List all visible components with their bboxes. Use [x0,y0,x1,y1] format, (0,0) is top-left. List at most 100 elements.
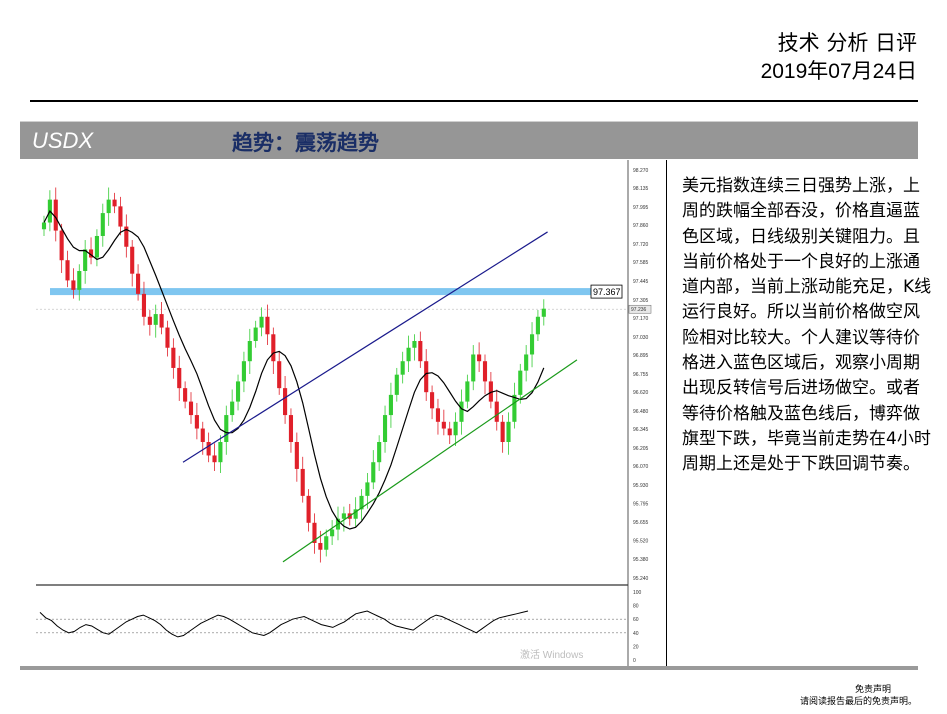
y-tick-label: 97.585 [633,260,649,266]
candle-body [271,334,276,362]
candle-body [394,374,399,395]
footer-divider [20,666,918,670]
header-divider [30,100,918,102]
candle-body [477,354,482,362]
rsi-tick-label: 60 [633,617,639,623]
candle-body [94,235,99,258]
candle-body [283,388,288,416]
candle-body [306,495,311,523]
rsi-tick-label: 20 [633,644,639,650]
candle-body [59,230,64,261]
candle-body [241,361,246,382]
y-tick-label: 95.520 [633,538,649,544]
resistance-zone [50,288,610,296]
section-band: USDX 趋势：震荡趋势 [20,121,918,159]
candle-body [524,354,529,371]
candle-body [488,381,493,402]
y-tick-label: 96.480 [633,409,649,415]
candle-body [412,341,417,348]
candle-body [371,462,376,483]
y-tick-label: 95.655 [633,520,649,526]
lower-channel-line [282,359,578,563]
candle-body [471,354,476,382]
candle-body [330,529,335,537]
candle-body [447,428,452,436]
y-tick-label: 97.030 [633,335,649,341]
candle-body [318,542,323,550]
candle-body [183,388,188,402]
y-tick-label: 95.380 [633,557,649,563]
candle-body [359,495,364,510]
candle-body [159,314,164,328]
y-tick-label: 95.240 [633,576,649,582]
y-tick-label: 96.755 [633,372,649,378]
candle-body [388,394,393,416]
candle-body [171,347,176,368]
trend-label: 趋势：震荡趋势 [232,130,379,155]
candle-body [177,367,182,389]
candle-body [71,280,76,290]
candle-body [453,421,458,436]
candle-body [430,392,435,409]
windows-watermark: 激活 Windows [520,648,583,661]
candle-body [88,249,94,258]
candle-body [441,421,446,429]
candle-body [235,381,241,402]
candle-body [459,401,464,422]
candle-body [212,455,217,463]
y-tick-label: 97.305 [633,298,649,304]
candle-body [218,442,223,463]
candle-body [188,401,194,416]
candle-body [541,308,546,317]
y-tick-label: 96.070 [633,464,649,470]
candle-body [435,408,441,422]
candle-body [494,401,499,422]
column-divider [666,160,667,667]
rsi-tick-label: 100 [633,590,642,596]
candle-body [147,316,152,325]
candle-body [400,361,405,375]
y-tick-label: 97.995 [633,205,649,211]
candle-body [265,316,270,335]
moving-average-line [43,210,545,530]
candle-body [482,361,488,382]
candle-body [65,260,70,281]
candle-body [106,199,111,214]
y-tick-label: 95.795 [633,501,649,507]
y-tick-label: 96.620 [633,390,649,396]
candle-body [506,421,511,442]
disclaimer-text: 请阅读报告最后的免责声明。 [799,697,917,707]
instrument-symbol: USDX [32,128,94,153]
candle-body [341,513,346,519]
candle-body [300,468,305,496]
candle-body [206,442,211,456]
price-chart: 98.270 98.135 97.995 97.860 97.720 97.585 97.4… [28,160,666,666]
candle-body [529,334,535,355]
candle-body [365,482,370,496]
y-tick-label: 96.345 [633,427,649,433]
candle-body [353,509,358,519]
candle-body [288,415,294,442]
candle-body [406,347,411,362]
resistance-label-box [590,284,623,299]
candle-body [130,246,135,274]
y-tick-label: 98.270 [633,168,649,174]
y-tick-label: 97.170 [633,316,649,322]
y-tick-label: 96.205 [633,446,649,452]
y-tick-label: 98.135 [633,186,649,192]
candle-body [100,213,105,236]
chart-svg: 98.270 98.135 97.995 97.860 97.720 97.585 97.4… [36,160,652,666]
resistance-label: 97.367 [593,287,621,297]
candle-body [112,199,117,207]
candle-body [194,415,199,429]
analysis-commentary: 美元指数连续三日强势上涨，上周的跌幅全部吞没，价格直逼蓝色区域，日线级别关键阻力… [682,176,932,475]
candle-body [224,415,229,442]
rsi-tick-label: 0 [633,658,636,664]
candle-body [41,222,47,230]
current-price-label: 97.236 [631,307,647,313]
candle-body [259,316,264,328]
candle-body [136,273,141,294]
candle-body [500,421,505,442]
candle-body [118,206,123,227]
candle-body [141,293,147,317]
